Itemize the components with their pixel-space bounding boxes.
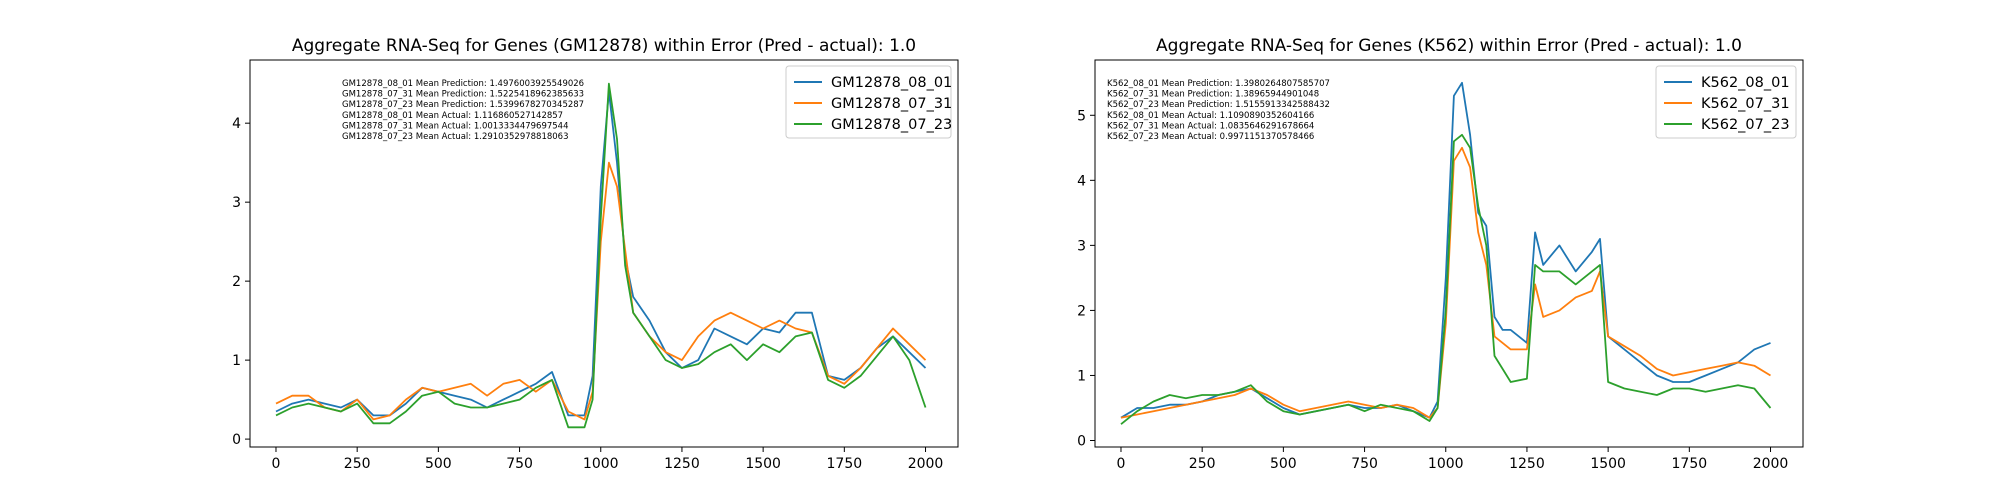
stats-annotation: GM12878_08_01 Mean Prediction: 1.4976003… <box>342 79 584 89</box>
x-tick-label: 1500 <box>1590 456 1626 472</box>
series-line-2 <box>1120 146 1771 419</box>
x-tick-label: 250 <box>344 456 371 472</box>
legend: GM12878_08_01 GM12878_07_31 GM12878_07_23 <box>785 65 952 139</box>
y-tick-label: 5 <box>1077 108 1086 124</box>
y-tick-label: 2 <box>232 274 241 290</box>
x-tick-label: 1750 <box>827 456 863 472</box>
series-line-3 <box>1120 133 1772 425</box>
stats-annotation: GM12878_07_23 Mean Prediction: 1.5399678… <box>342 100 584 110</box>
chart-title: Aggregate RNA-Seq for Genes (GM12878) wi… <box>292 36 916 56</box>
stats-annotation: K562_07_23 Mean Actual: 0.99711513705784… <box>1107 132 1314 142</box>
series-line-3 <box>275 82 927 429</box>
y-tick-label: 1 <box>232 353 241 369</box>
legend-entry: K562_07_31 <box>1701 96 1790 112</box>
y-tick-label: 4 <box>232 116 241 132</box>
legend-entry: K562_07_23 <box>1701 117 1790 133</box>
legend-entry: GM12878_08_01 <box>831 75 952 91</box>
x-tick-label: 1250 <box>1509 456 1545 472</box>
x-tick-label: 1000 <box>1428 456 1464 472</box>
y-tick-label: 3 <box>232 195 241 211</box>
x-tick-label: 1750 <box>1672 456 1708 472</box>
x-tick-label: 0 <box>272 456 281 472</box>
axes-frame <box>1094 59 1804 448</box>
y-tick-label: 0 <box>232 432 241 448</box>
chart-1: Aggregate RNA-Seq for Genes (GM12878) wi… <box>232 36 959 472</box>
stats-annotation: K562_07_31 Mean Actual: 1.08356462916786… <box>1107 121 1314 131</box>
stats-annotation: K562_07_31 Mean Prediction: 1.3896594490… <box>1107 90 1319 100</box>
x-tick-label: 1500 <box>745 456 781 472</box>
x-tick-label: 2000 <box>908 456 944 472</box>
legend-entry: K562_08_01 <box>1701 75 1790 91</box>
stats-annotation: GM12878_08_01 Mean Actual: 1.11686052714… <box>342 111 563 121</box>
x-tick-label: 2000 <box>1753 456 1789 472</box>
y-tick-label: 0 <box>1077 433 1086 449</box>
x-tick-label: 1250 <box>664 456 700 472</box>
chart-2: Aggregate RNA-Seq for Genes (K562) withi… <box>1077 36 1804 472</box>
x-tick-label: 0 <box>1117 456 1126 472</box>
stats-annotation: GM12878_07_23 Mean Actual: 1.29103529788… <box>342 132 569 142</box>
x-tick-label: 500 <box>1270 456 1297 472</box>
y-tick-label: 3 <box>1077 238 1086 254</box>
x-tick-label: 250 <box>1189 456 1216 472</box>
legend-box <box>1655 65 1797 139</box>
y-tick-label: 1 <box>1077 368 1086 384</box>
stats-annotation: K562_08_01 Mean Prediction: 1.3980264807… <box>1107 79 1330 89</box>
y-tick-label: 4 <box>1077 173 1086 189</box>
legend: K562_08_01 K562_07_31 K562_07_23 <box>1655 65 1797 139</box>
legend-entry: GM12878_07_23 <box>831 117 952 133</box>
legend-box <box>785 65 952 139</box>
legend-entry: GM12878_07_31 <box>831 96 952 112</box>
x-tick-label: 750 <box>506 456 533 472</box>
stats-annotation: GM12878_07_31 Mean Prediction: 1.5225418… <box>342 90 584 100</box>
series-line-2 <box>275 161 927 421</box>
y-tick-label: 2 <box>1077 303 1086 319</box>
chart-title: Aggregate RNA-Seq for Genes (K562) withi… <box>1156 36 1742 56</box>
x-tick-label: 500 <box>425 456 452 472</box>
x-tick-label: 1000 <box>583 456 619 472</box>
stats-annotation: K562_07_23 Mean Prediction: 1.5155913342… <box>1107 100 1330 110</box>
x-tick-label: 750 <box>1351 456 1378 472</box>
stats-annotation: K562_08_01 Mean Actual: 1.10908903526041… <box>1107 111 1314 121</box>
axes-frame <box>249 59 959 448</box>
stats-annotation: GM12878_07_31 Mean Actual: 1.00133344796… <box>342 121 569 131</box>
